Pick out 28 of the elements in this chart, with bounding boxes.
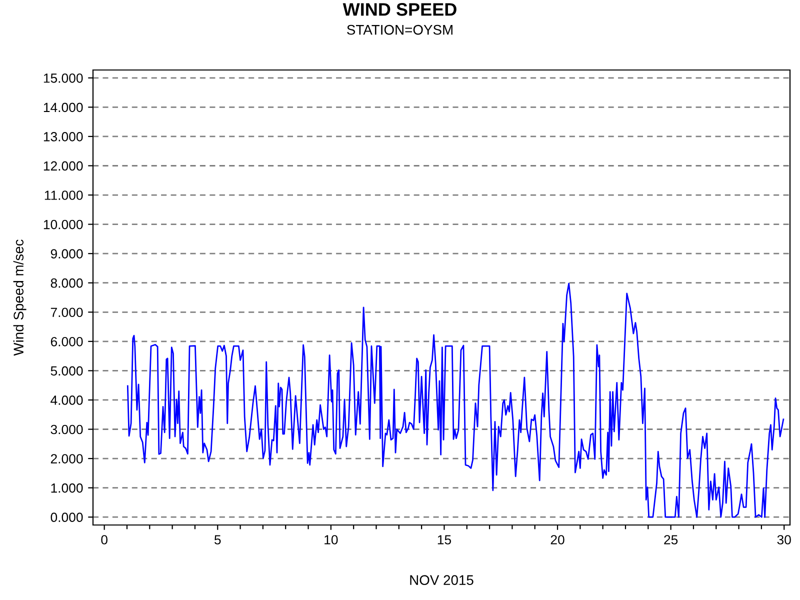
y-tick-label: 0.000 [50,512,83,522]
y-tick-label: 6.000 [50,336,83,346]
y-tick-label: 13.000 [44,132,83,142]
y-tick-label: 12.000 [44,161,83,171]
y-tick-label: 3.000 [50,424,83,434]
chart-title: WIND SPEED [342,3,456,16]
y-tick-label: 15.000 [44,73,83,83]
chart-subtitle: STATION=OYSM [347,24,452,35]
y-tick-label: 5.000 [50,366,83,376]
y-tick-label: 14.000 [44,102,83,112]
x-tick-label: 30 [777,535,791,544]
line-series [126,282,784,518]
y-tick-label: 9.000 [50,249,83,258]
x-tick-label: 25 [664,535,678,544]
y-tick-label: 7.000 [50,308,83,318]
x-tick-label: 10 [324,535,338,544]
y-tick-label: 4.000 [50,396,83,405]
x-tick-label: 0 [101,535,108,544]
y-tick-label: 8.000 [50,278,83,288]
x-axis-title: NOV 2015 [410,575,474,585]
y-tick-label: 1.000 [51,483,83,493]
x-tick-label: 20 [550,535,564,544]
y-tick-label: 2.000 [50,454,83,464]
x-tick-label: 5 [214,535,221,544]
x-tick-label: 15 [438,535,452,544]
y-tick-label: 11.000 [44,190,83,200]
y-tick-label: 10.000 [44,220,83,230]
y-axis-title: Wind Speed m/sec [13,240,26,356]
